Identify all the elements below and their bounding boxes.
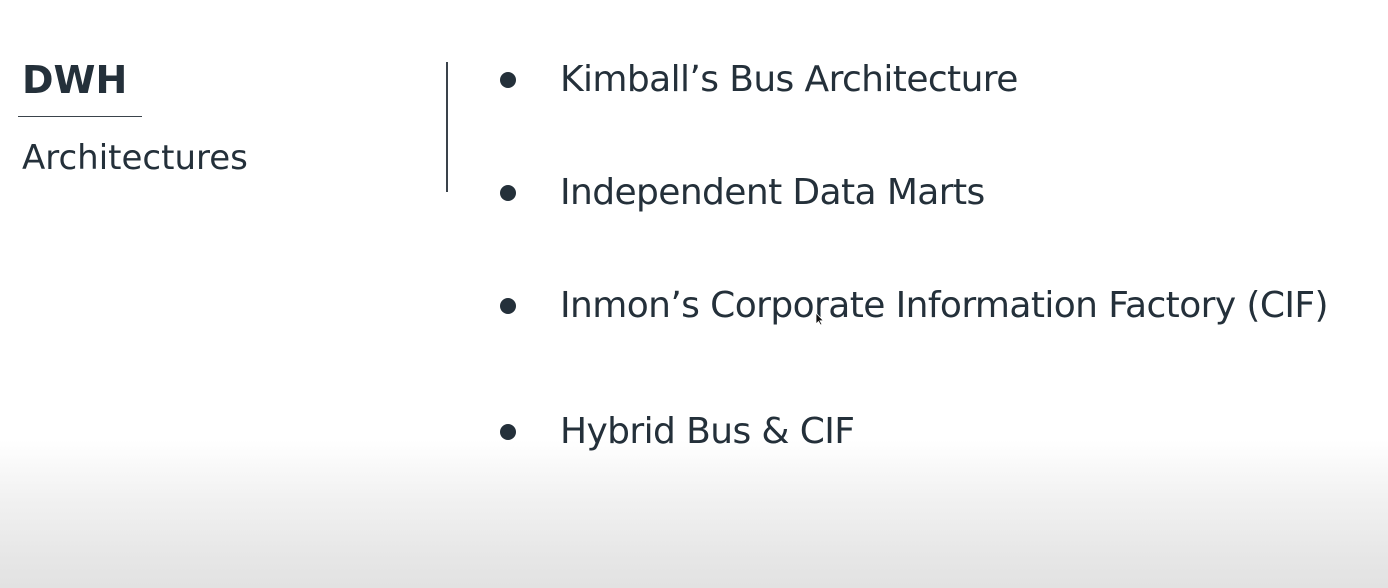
bullet-item-inmon-cif: Inmon’s Corporate Information Factory (C… — [500, 282, 1329, 330]
bullet-dot-icon — [500, 424, 516, 440]
bullet-dot-icon — [500, 185, 516, 201]
bullet-text: Hybrid Bus & CIF — [560, 411, 855, 452]
bullet-text: Inmon’s Corporate Information Factory (C… — [560, 285, 1329, 326]
bullet-text: Independent Data Marts — [560, 172, 985, 213]
vertical-divider — [446, 62, 448, 192]
slide-title: DWH — [22, 58, 128, 102]
bullet-item-kimball: Kimball’s Bus Architecture — [500, 56, 1018, 104]
bullet-text: Kimball’s Bus Architecture — [560, 59, 1018, 100]
bullet-item-independent-marts: Independent Data Marts — [500, 169, 985, 217]
title-underline — [18, 116, 142, 117]
bullet-dot-icon — [500, 298, 516, 314]
mouse-pointer-icon — [815, 312, 825, 326]
bullet-dot-icon — [500, 72, 516, 88]
title-block: DWH — [22, 56, 127, 104]
bullet-item-hybrid: Hybrid Bus & CIF — [500, 408, 855, 456]
slide-subtitle: Architectures — [22, 138, 248, 178]
